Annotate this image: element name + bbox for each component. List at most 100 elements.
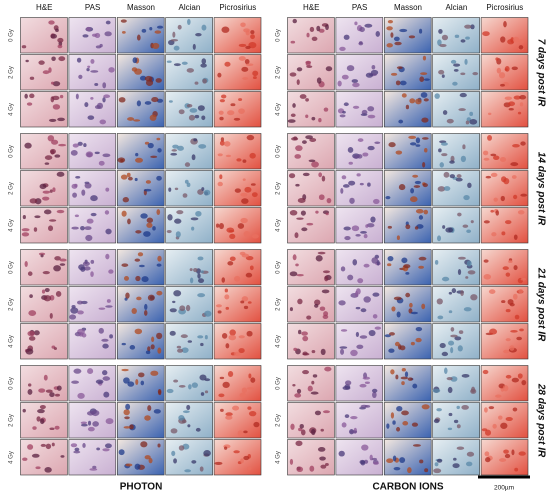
nucleus [221,333,228,339]
nucleus [191,154,196,161]
nucleus [157,389,162,394]
nucleus [302,335,309,342]
nucleus [152,226,156,231]
nucleus [311,36,318,41]
nucleus [350,349,358,357]
nucleus [226,227,235,233]
nucleus [58,56,66,62]
nucleus [363,263,370,268]
micrograph [117,91,165,128]
nucleus [325,66,333,72]
nucleus [311,161,319,168]
nucleus [290,423,295,430]
nucleus [105,187,110,192]
nucleus [27,389,33,395]
nucleus [92,421,99,427]
nucleus [455,177,463,182]
micrograph [165,365,213,402]
nucleus [307,385,313,392]
nucleus [71,380,79,384]
nucleus [143,188,152,192]
nucleus [500,36,506,43]
nucleus [184,179,189,184]
nucleus [296,388,302,394]
nucleus [203,450,211,457]
nucleus [81,300,88,305]
nucleus [102,97,106,103]
nucleus [341,175,347,180]
nucleus [300,429,306,436]
nucleus [229,256,236,262]
nucleus [387,263,392,267]
nucleus [71,226,79,230]
nucleus [187,424,191,428]
nucleus [464,24,472,29]
nucleus [173,45,180,51]
nucleus [411,422,419,427]
nucleus [371,257,379,264]
nucleus [215,304,222,308]
nucleus [201,24,207,31]
nucleus [396,66,403,70]
nucleus [306,32,310,38]
nucleus [305,114,309,119]
nucleus [398,119,404,124]
nucleus [70,443,78,448]
nucleus [51,139,59,145]
nucleus [77,310,84,315]
nucleus [384,334,391,338]
nucleus [21,232,30,237]
nucleus [204,378,211,382]
nucleus [367,106,375,112]
column-header: H&E [303,3,319,12]
nucleus [180,334,188,339]
nucleus [470,220,474,224]
dose-label: 4 Gy [9,103,15,116]
nucleus [123,426,131,429]
nucleus [41,289,46,294]
nucleus [517,210,525,215]
nucleus [250,377,256,383]
nucleus [460,155,467,163]
nucleus [221,94,227,99]
nucleus [344,236,351,241]
nucleus [453,69,459,72]
micrograph [335,439,384,476]
nucleus [204,335,208,340]
nucleus [90,195,98,202]
nucleus [422,161,426,168]
nucleus [227,110,235,116]
nucleus [144,101,152,105]
nucleus [360,113,368,117]
nucleus [50,81,55,85]
nucleus [440,142,448,146]
nucleus [505,374,512,379]
nucleus [102,448,110,452]
nucleus [214,461,223,465]
nucleus [453,419,459,424]
nucleus [318,172,323,178]
nucleus [359,459,366,465]
nucleus [28,336,36,341]
nucleus [341,74,349,80]
nucleus [156,137,161,141]
nucleus [144,303,148,311]
nucleus [59,263,66,266]
nucleus [238,348,245,354]
nucleus [181,347,189,354]
column-header: Picrosirius [486,3,523,12]
nucleus [487,112,492,116]
micrograph [383,170,432,207]
nucleus [56,171,65,177]
nucleus [499,157,507,162]
nucleus [250,34,255,40]
nucleus [169,330,176,336]
nucleus [75,175,81,179]
nucleus [87,368,94,375]
nucleus [153,409,161,414]
nucleus [453,457,457,461]
nucleus [197,335,204,339]
nucleus [459,92,467,98]
nucleus [177,348,184,353]
nucleus [360,308,367,313]
